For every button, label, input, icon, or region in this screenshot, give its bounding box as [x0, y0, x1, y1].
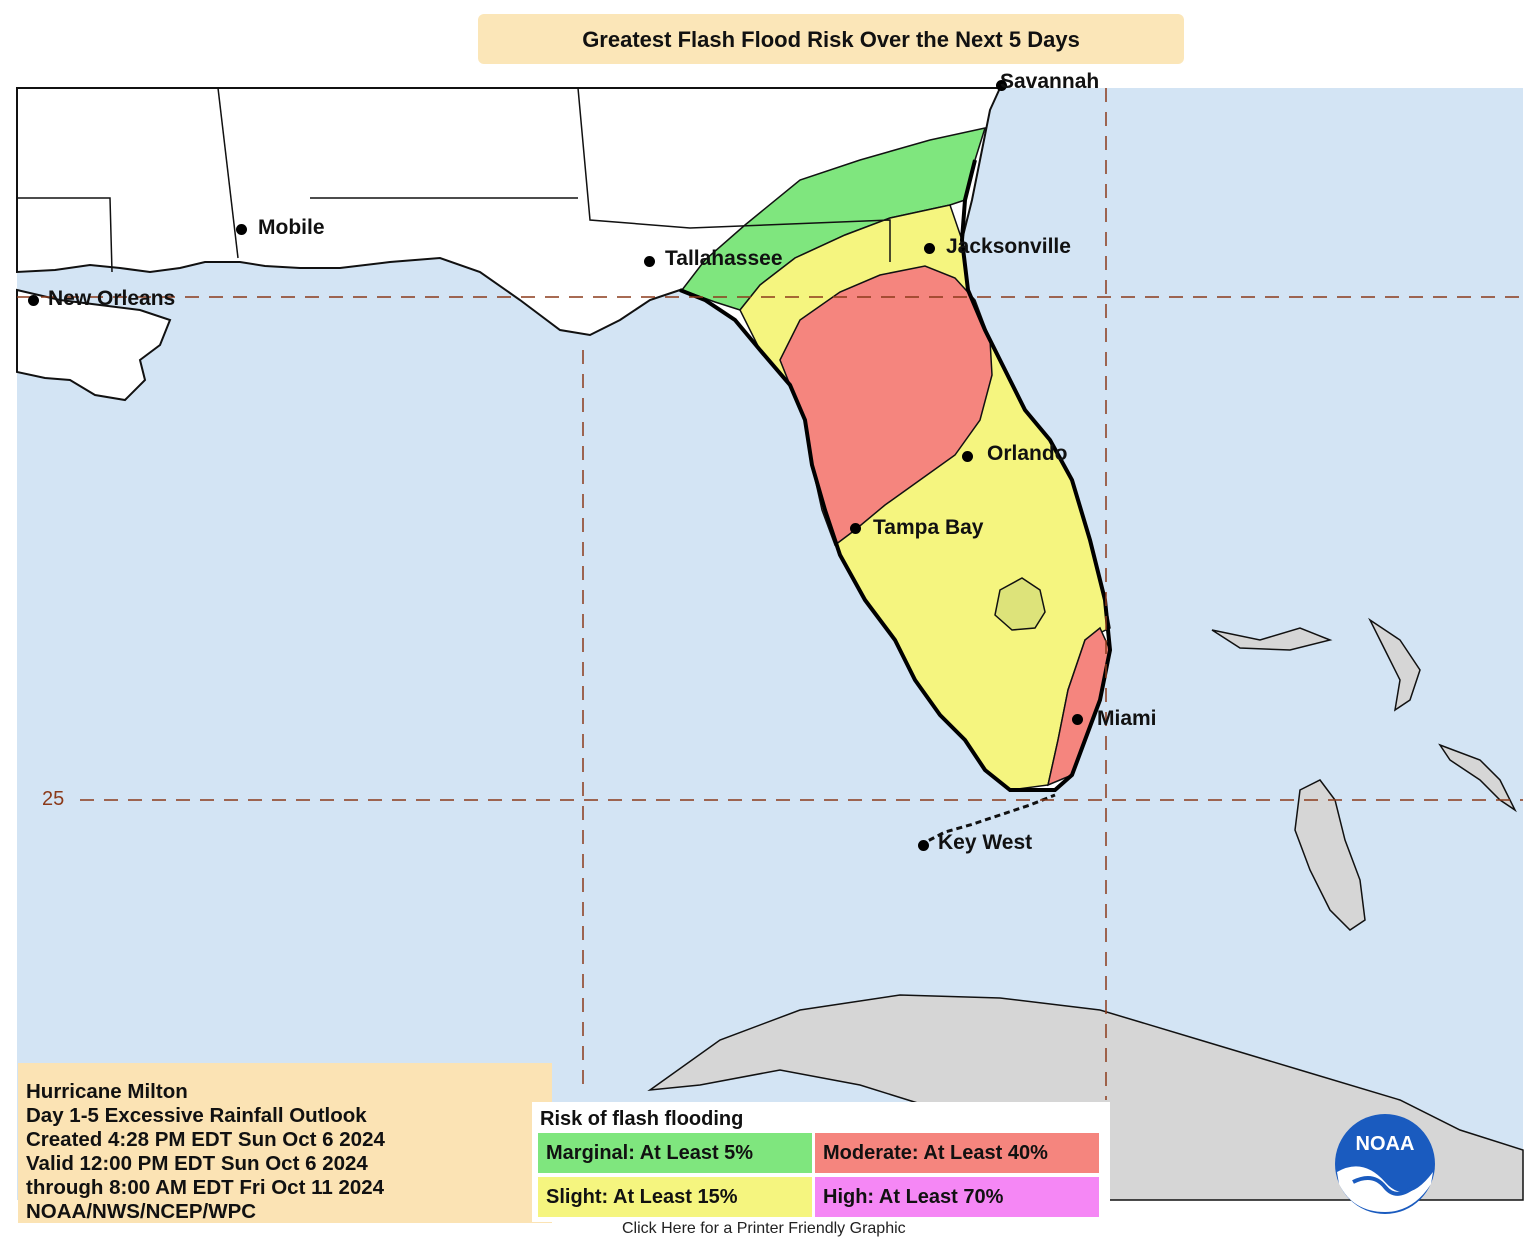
title-banner: Greatest Flash Flood Risk Over the Next …	[478, 14, 1184, 64]
noaa-logo-text: NOAA	[1356, 1133, 1415, 1155]
louisiana-delta	[16, 288, 172, 402]
florida-coastline	[679, 159, 1113, 792]
city-label-mobile: Mobile	[258, 216, 325, 239]
city-label-tampa-bay: Tampa Bay	[873, 516, 984, 539]
info-product: Day 1-5 Excessive Rainfall Outlook	[26, 1104, 367, 1127]
city-dot-jacksonville	[924, 243, 935, 254]
latitude-label-25: 25	[42, 788, 65, 810]
legend: Risk of flash flooding Marginal: At Leas…	[532, 1102, 1110, 1222]
city-label-jacksonville: Jacksonville	[946, 235, 1071, 258]
city-label-key-west: Key West	[938, 831, 1033, 854]
city-dot-tampa-bay	[850, 523, 861, 534]
state-border-ms-al	[217, 87, 239, 259]
florida-keys	[919, 793, 1056, 847]
andros-island	[1294, 779, 1366, 931]
city-label-savannah: Savannah	[1000, 70, 1100, 93]
legend-marginal: Marginal: At Least 5%	[538, 1133, 812, 1173]
city-label-miami: Miami	[1097, 707, 1157, 730]
info-storm-name: Hurricane Milton	[26, 1080, 188, 1103]
state-border-la-ms	[17, 197, 113, 273]
printer-friendly-link[interactable]: Click Here for a Printer Friendly Graphi…	[622, 1220, 906, 1237]
city-dot-miami	[1072, 714, 1083, 725]
city-dot-key-west	[918, 840, 929, 851]
legend-slight: Slight: At Least 15%	[538, 1177, 812, 1217]
city-dot-orlando	[962, 451, 973, 462]
info-box: Hurricane Milton Day 1-5 Excessive Rainf…	[18, 1063, 552, 1223]
legend-title: Risk of flash flooding	[540, 1108, 744, 1130]
noaa-logo: NOAA	[1335, 1114, 1435, 1214]
state-border-al-ga	[577, 87, 891, 262]
city-label-orlando: Orlando	[987, 442, 1068, 465]
lake-okeechobee	[994, 577, 1046, 631]
city-label-tallahassee: Tallahassee	[665, 247, 783, 270]
city-dot-savannah	[996, 80, 1007, 91]
grand-bahama	[1211, 627, 1333, 651]
legend-moderate: Moderate: At Least 40%	[815, 1133, 1099, 1173]
eleuthera	[1438, 743, 1517, 813]
legend-high: High: At Least 70%	[815, 1177, 1099, 1217]
cuba	[647, 994, 1524, 1201]
info-through: through 8:00 AM EDT Fri Oct 11 2024	[26, 1176, 385, 1199]
city-dot-new-orleans	[28, 295, 39, 306]
info-created: Created 4:28 PM EDT Sun Oct 6 2024	[26, 1128, 385, 1151]
map-title: Greatest Flash Flood Risk Over the Next …	[582, 27, 1080, 52]
city-dot-mobile	[236, 224, 247, 235]
abaco	[1368, 617, 1421, 712]
city-dot-tallahassee	[644, 256, 655, 267]
city-label-new-orleans: New Orleans	[48, 287, 176, 310]
info-agency: NOAA/NWS/NCEP/WPC	[26, 1200, 257, 1223]
info-valid: Valid 12:00 PM EDT Sun Oct 6 2024	[26, 1152, 368, 1175]
